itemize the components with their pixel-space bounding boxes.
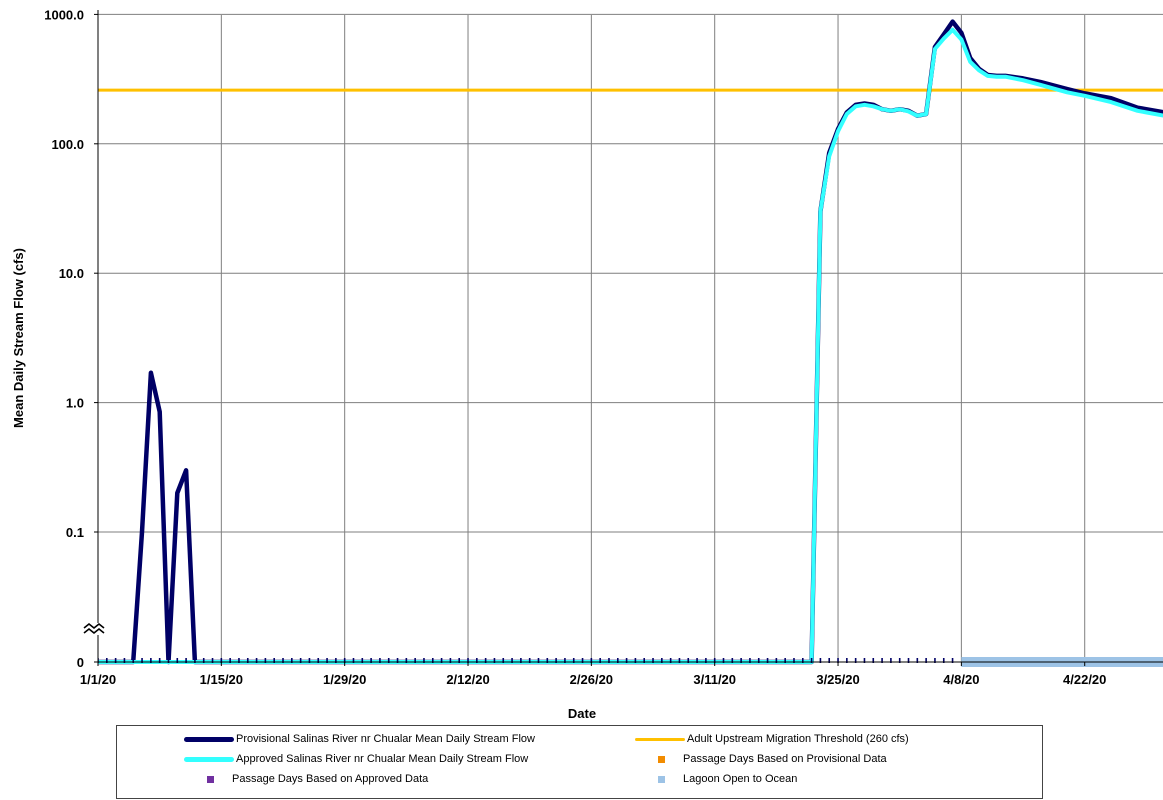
legend-swatch-approved [184, 756, 234, 762]
legend-item-provisional: Provisional Salinas River nr Chualar Mea… [184, 730, 535, 748]
y-tick-label: 0.1 [66, 525, 84, 540]
axis-break-line [83, 622, 105, 630]
legend-label-provisional: Provisional Salinas River nr Chualar Mea… [236, 733, 535, 745]
legend-swatch-lagoon [658, 775, 665, 783]
chart: 1000.0 100.0 10.0 1.0 0.1 0 1/1/20 1/15/20 1/29/… [11, 7, 1163, 721]
y-tick-label: 1000.0 [44, 7, 84, 22]
x-tick-label: 4/8/20 [943, 672, 979, 687]
y-tick-label: 0 [77, 655, 84, 670]
series-provisional-line [98, 19, 1163, 665]
legend-item-passage-approved: Passage Days Based on Approved Data [184, 770, 428, 788]
series-layer [98, 19, 1163, 667]
legend-swatch-passage-provisional [658, 755, 665, 763]
x-tick-label: 1/29/20 [323, 672, 366, 687]
legend-label-passage-provisional: Passage Days Based on Provisional Data [683, 753, 887, 765]
x-tick-label: 1/15/20 [200, 672, 243, 687]
legend-item-passage-provisional: Passage Days Based on Provisional Data [635, 750, 887, 768]
legend-label-passage-approved: Passage Days Based on Approved Data [232, 773, 429, 785]
x-tick-label: 1/1/20 [80, 672, 116, 687]
y-tick-label: 100.0 [51, 137, 84, 152]
legend-swatch-provisional [184, 736, 234, 742]
legend-label-approved: Approved Salinas River nr Chualar Mean D… [236, 753, 529, 765]
legend-swatch-passage-approved [207, 775, 214, 783]
axes: 1000.0 100.0 10.0 1.0 0.1 0 1/1/20 1/15/20 1/29/… [44, 7, 1163, 687]
legend-item-lagoon: Lagoon Open to Ocean [635, 770, 797, 788]
axis-break-line [83, 627, 105, 635]
legend-label-threshold: Adult Upstream Migration Threshold (260 … [687, 733, 909, 745]
legend-label-lagoon: Lagoon Open to Ocean [683, 773, 798, 785]
x-tick-label: 3/25/20 [816, 672, 859, 687]
legend-swatch-threshold [635, 737, 685, 741]
y-axis-label: Mean Daily Stream Flow (cfs) [11, 248, 26, 428]
x-tick-label: 4/22/20 [1063, 672, 1106, 687]
x-axis-label: Date [568, 706, 596, 721]
legend-item-approved: Approved Salinas River nr Chualar Mean D… [184, 750, 528, 768]
y-tick-label: 10.0 [59, 266, 84, 281]
legend: Provisional Salinas River nr Chualar Mea… [116, 725, 1043, 799]
x-tick-label: 3/11/20 [693, 672, 736, 687]
x-tick-label: 2/26/20 [570, 672, 613, 687]
series-approved-line [98, 27, 1163, 664]
legend-item-threshold: Adult Upstream Migration Threshold (260 … [635, 730, 909, 748]
y-tick-label: 1.0 [66, 396, 84, 411]
gridlines [98, 13, 1163, 662]
x-tick-label: 2/12/20 [446, 672, 489, 687]
